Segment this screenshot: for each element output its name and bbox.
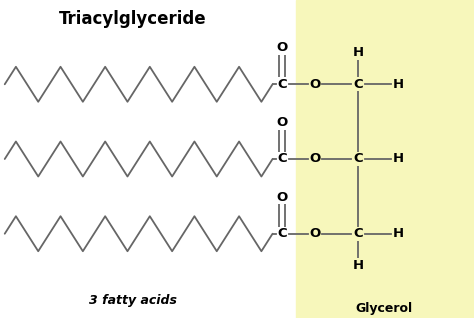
Text: O: O: [310, 227, 321, 240]
Text: C: C: [353, 153, 363, 165]
Text: H: H: [392, 78, 404, 91]
Text: C: C: [277, 227, 287, 240]
Text: C: C: [353, 227, 363, 240]
Text: C: C: [277, 153, 287, 165]
Text: H: H: [352, 259, 364, 272]
Text: 3 fatty acids: 3 fatty acids: [89, 294, 177, 307]
Text: O: O: [276, 116, 288, 129]
Text: O: O: [276, 191, 288, 204]
Text: H: H: [392, 227, 404, 240]
Text: H: H: [352, 46, 364, 59]
Text: O: O: [310, 153, 321, 165]
Text: O: O: [310, 78, 321, 91]
Text: Triacylglyceride: Triacylglyceride: [59, 10, 207, 28]
Text: O: O: [276, 41, 288, 54]
Bar: [296, 0, 474, 318]
Text: H: H: [392, 153, 404, 165]
Text: C: C: [353, 78, 363, 91]
Text: C: C: [277, 78, 287, 91]
Text: Glycerol: Glycerol: [356, 302, 412, 315]
